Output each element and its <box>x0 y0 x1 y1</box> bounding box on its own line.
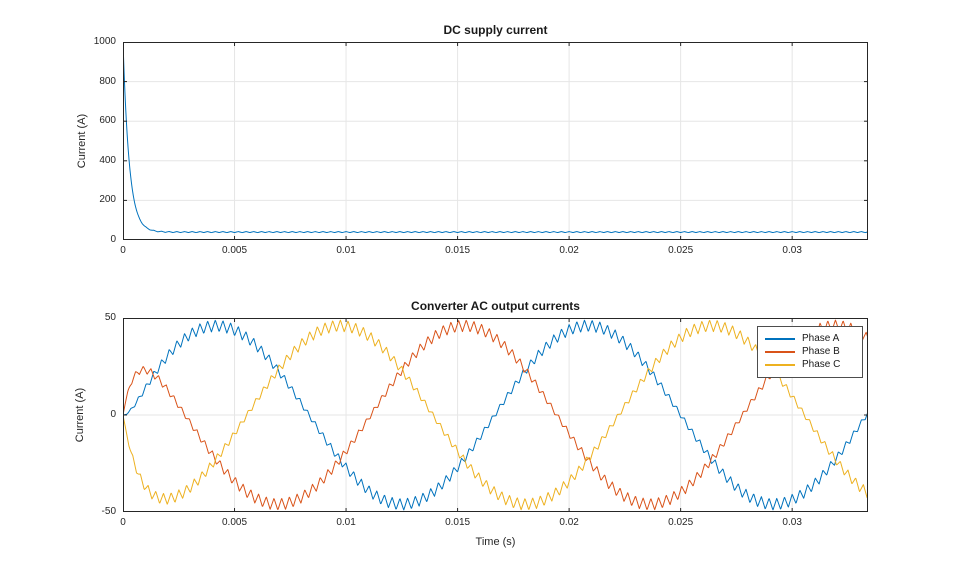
y-tick-label: 0 <box>110 409 116 420</box>
x-tick-label: 0.015 <box>445 517 471 528</box>
x-tick-label: 0 <box>120 245 126 256</box>
x-tick-label: 0.01 <box>336 245 356 256</box>
y-tick-label: 400 <box>99 154 116 166</box>
axes-box <box>123 42 868 240</box>
time-axis-label: Time (s) <box>475 536 516 548</box>
x-tick-label: 0.005 <box>222 245 248 256</box>
x-tick-label: 0.03 <box>782 245 802 256</box>
legend-label-phase-a: Phase A <box>802 333 840 344</box>
y-tick-label: 200 <box>99 194 116 206</box>
phase-a-line-sample <box>765 338 795 340</box>
y-tick-label: 1000 <box>93 36 116 47</box>
legend-entry-phase-b: Phase B <box>758 346 862 358</box>
y-tick-label: 800 <box>99 75 116 87</box>
y-tick-label: 600 <box>99 115 116 127</box>
series-dc-supply-current <box>123 42 868 234</box>
y-tick-label: 50 <box>104 312 116 323</box>
y-tick-label: 0 <box>110 234 116 245</box>
dc-supply-current-plot <box>123 42 868 240</box>
x-tick-label: 0 <box>120 517 126 528</box>
x-tick-label: 0.025 <box>668 517 694 528</box>
series-phase-b <box>123 319 868 511</box>
axes-box <box>123 318 868 512</box>
phase-c-line-sample <box>765 364 795 366</box>
y-tick-label: -50 <box>101 506 116 517</box>
legend: Phase A Phase B Phase C <box>757 326 863 378</box>
grid-lines <box>123 318 868 512</box>
series-phase-c <box>123 319 868 511</box>
phase-b-line-sample <box>765 351 795 353</box>
x-tick-label: 0.015 <box>445 245 471 256</box>
series-phase-a <box>123 319 868 511</box>
legend-label-phase-c: Phase C <box>802 359 841 370</box>
legend-label-phase-b: Phase B <box>802 346 840 357</box>
legend-entry-phase-a: Phase A <box>758 333 862 345</box>
x-tick-label: 0.005 <box>222 517 248 528</box>
ac-output-currents-plot <box>123 318 868 512</box>
legend-entry-phase-c: Phase C <box>758 359 862 371</box>
x-tick-label: 0.03 <box>782 517 802 528</box>
grid-lines <box>123 42 868 240</box>
x-tick-label: 0.02 <box>559 517 579 528</box>
x-tick-label: 0.02 <box>559 245 579 256</box>
x-tick-label: 0.025 <box>668 245 694 256</box>
x-tick-label: 0.01 <box>336 517 356 528</box>
dc-chart-title: DC supply current <box>443 23 548 37</box>
ac-chart-title: Converter AC output currents <box>411 299 580 313</box>
